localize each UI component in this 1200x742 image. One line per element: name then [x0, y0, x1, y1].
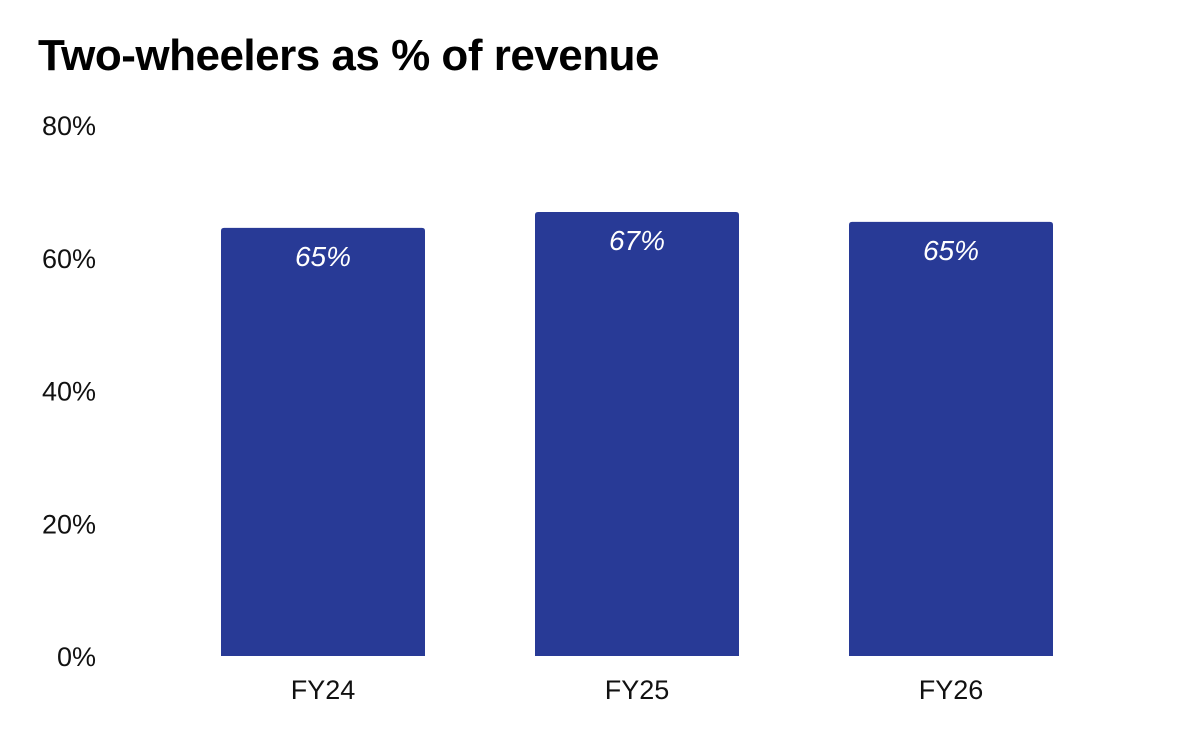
chart-title: Two-wheelers as % of revenue	[38, 31, 659, 80]
data-label-fy24: 65%	[295, 241, 351, 272]
data-label-fy26: 65%	[923, 235, 979, 266]
y-tick-label: 20%	[42, 509, 96, 539]
bar-fy26	[849, 221, 1053, 656]
y-axis: 0% 20% 40% 60% 80%	[42, 111, 96, 672]
y-tick-label: 60%	[42, 244, 96, 274]
x-tick-label-fy25: FY25	[605, 675, 670, 705]
x-tick-label-fy26: FY26	[919, 675, 984, 705]
y-tick-label: 80%	[42, 111, 96, 141]
data-label-fy25: 67%	[609, 225, 665, 256]
x-axis: FY24 FY25 FY26	[291, 675, 984, 705]
bar-fy25	[535, 211, 739, 657]
bars	[221, 211, 1053, 657]
bar-fy24	[221, 227, 425, 656]
x-tick-label-fy24: FY24	[291, 675, 356, 705]
y-tick-label: 0%	[57, 642, 96, 672]
y-tick-label: 40%	[42, 377, 96, 407]
data-labels: 65% 67% 65%	[295, 225, 979, 272]
